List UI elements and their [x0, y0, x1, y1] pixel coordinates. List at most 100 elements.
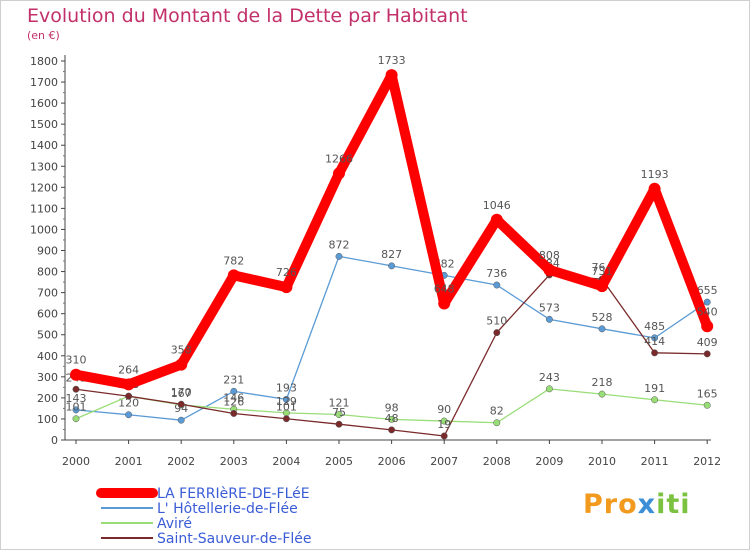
data-point-3 — [177, 400, 185, 408]
data-point-2 — [703, 401, 711, 409]
data-label-3: 19 — [437, 418, 451, 431]
data-label-2: 165 — [697, 387, 718, 400]
data-point-0 — [385, 69, 398, 82]
x-tick-label: 2000 — [62, 455, 90, 468]
data-point-1 — [177, 416, 185, 424]
data-point-3 — [703, 350, 711, 358]
x-tick-label: 2008 — [483, 455, 511, 468]
data-label-0: 310 — [66, 354, 87, 367]
x-tick-label: 2007 — [430, 455, 458, 468]
data-label-1: 528 — [592, 311, 613, 324]
y-tick-label: 1000 — [30, 223, 58, 236]
y-tick-label: 1500 — [30, 118, 58, 131]
data-point-3 — [125, 392, 133, 400]
proxiti-logo: Proxiti — [583, 489, 691, 520]
data-point-0 — [596, 280, 608, 293]
x-tick-label: 2012 — [693, 455, 721, 468]
y-tick-label: 1400 — [30, 139, 58, 152]
data-label-1: 143 — [66, 392, 87, 405]
data-point-0 — [490, 213, 503, 226]
data-label-2: 191 — [644, 382, 665, 395]
data-point-2 — [335, 411, 343, 418]
data-label-1: 231 — [223, 373, 244, 386]
data-label-0: 648 — [434, 283, 455, 296]
data-point-2 — [493, 419, 501, 427]
data-label-2: 90 — [437, 403, 451, 416]
data-point-3 — [440, 432, 448, 440]
data-label-2: 146 — [223, 391, 244, 404]
y-tick-label: 1800 — [30, 55, 58, 68]
y-tick-label: 200 — [37, 392, 58, 405]
data-label-3: 510 — [486, 315, 507, 328]
data-point-2 — [598, 390, 606, 398]
data-label-0: 808 — [539, 249, 560, 262]
y-tick-label: 1700 — [30, 76, 58, 89]
data-point-2 — [440, 417, 448, 425]
data-label-0: 782 — [223, 254, 244, 267]
legend-label: L' Hôtellerie-de-Flée — [157, 501, 298, 517]
data-label-2: 98 — [385, 401, 399, 414]
data-label-3: 75 — [332, 406, 346, 419]
data-label-1: 485 — [644, 320, 665, 333]
data-point-3 — [282, 415, 290, 423]
y-tick-label: 100 — [37, 413, 58, 426]
data-label-0: 1193 — [641, 168, 669, 181]
data-point-0 — [175, 358, 188, 371]
data-label-2: 243 — [539, 371, 560, 384]
y-tick-label: 700 — [37, 287, 58, 300]
y-tick-label: 1300 — [30, 160, 58, 173]
data-label-3: 409 — [697, 336, 718, 349]
data-point-0 — [280, 281, 293, 294]
data-point-0 — [227, 269, 240, 282]
data-point-2 — [651, 396, 659, 404]
data-point-1 — [125, 411, 133, 419]
data-label-3: 170 — [171, 386, 192, 399]
data-point-3 — [230, 410, 238, 417]
data-point-3 — [335, 420, 343, 428]
data-label-1: 827 — [381, 248, 402, 261]
data-point-1 — [598, 325, 606, 333]
data-label-2: 218 — [592, 376, 613, 389]
y-tick-label: 1600 — [30, 97, 58, 110]
data-point-0 — [438, 297, 451, 310]
y-tick-label: 500 — [37, 329, 58, 342]
x-tick-label: 2010 — [588, 455, 616, 468]
series-line-0 — [71, 70, 713, 390]
data-label-1: 655 — [697, 284, 718, 297]
data-point-1 — [545, 315, 553, 323]
data-point-3 — [651, 349, 659, 357]
data-label-1: 120 — [118, 397, 139, 410]
y-tick-label: 300 — [37, 371, 58, 384]
data-label-0: 1046 — [483, 199, 511, 212]
y-tick-label: 1100 — [30, 202, 58, 215]
legend-label: Saint-Sauveur-de-Flée — [157, 531, 312, 547]
data-label-0: 358 — [171, 344, 192, 357]
data-point-1 — [388, 262, 396, 270]
data-label-0: 1733 — [378, 54, 406, 67]
data-label-0: 540 — [697, 305, 718, 318]
data-point-2 — [388, 415, 396, 423]
x-tick-label: 2005 — [325, 455, 353, 468]
y-tick-label: 0 — [51, 434, 58, 447]
data-point-1 — [493, 281, 501, 289]
data-label-2: 101 — [66, 401, 87, 414]
data-label-0: 1266 — [325, 152, 353, 165]
data-point-1 — [703, 298, 711, 306]
data-label-2: 167 — [171, 387, 192, 400]
x-tick-label: 2003 — [220, 455, 248, 468]
data-label-0: 264 — [118, 363, 139, 376]
y-tick-label: 800 — [37, 266, 58, 279]
data-point-0 — [333, 167, 345, 180]
legend-label: Aviré — [157, 516, 192, 532]
data-label-2: 129 — [276, 395, 297, 408]
data-point-0 — [70, 368, 82, 381]
x-tick-label: 2009 — [535, 455, 563, 468]
data-point-1 — [230, 387, 238, 395]
y-tick-label: 600 — [37, 308, 58, 321]
data-point-1 — [282, 395, 290, 403]
data-label-1: 193 — [276, 381, 297, 394]
data-label-3: 126 — [223, 395, 244, 408]
x-tick-label: 2001 — [115, 455, 143, 468]
